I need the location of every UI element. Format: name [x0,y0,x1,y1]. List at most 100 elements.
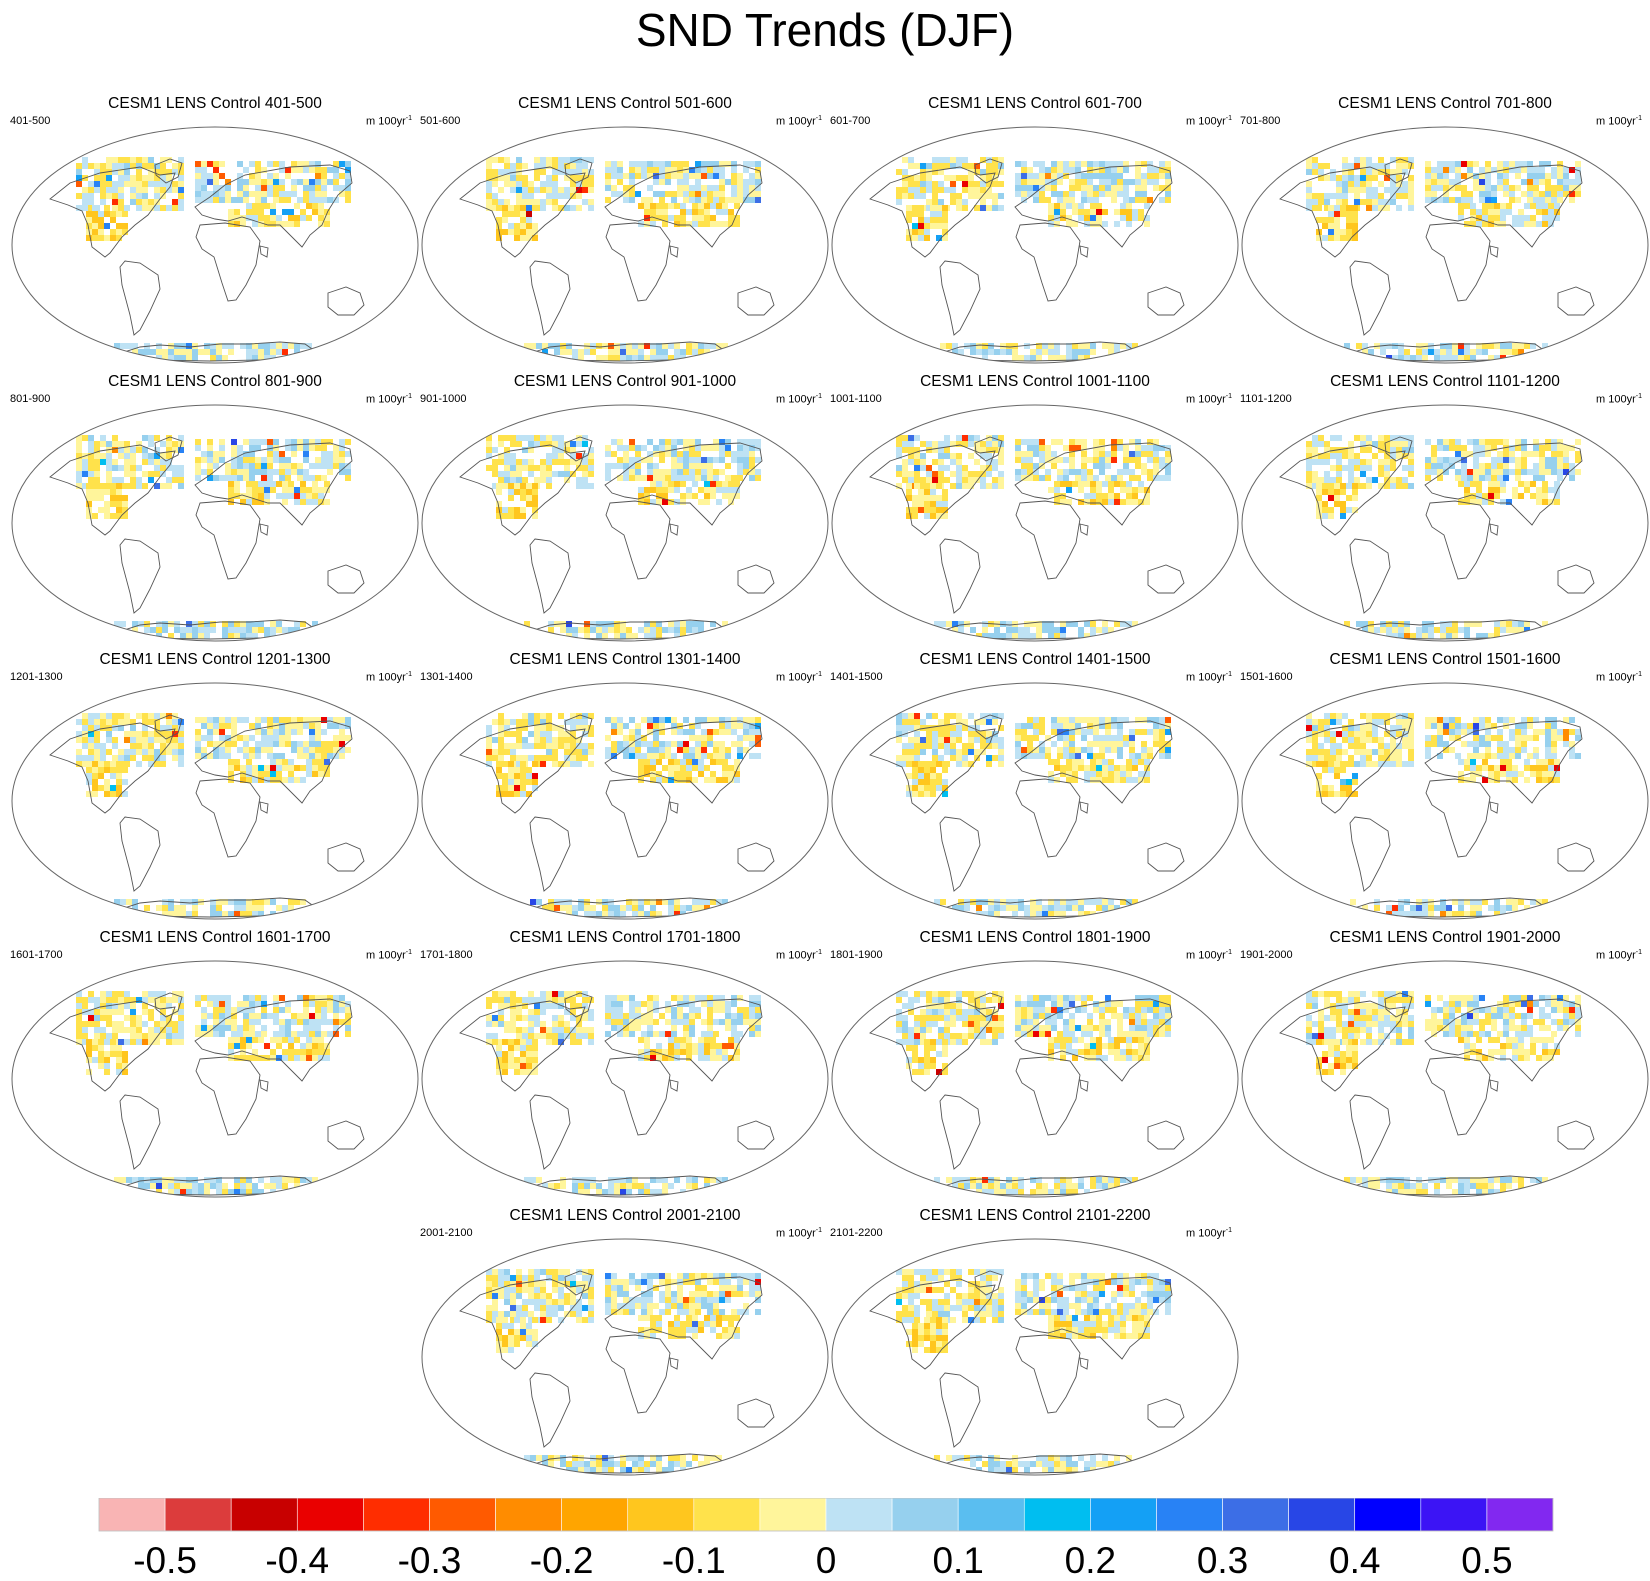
trend-cell [918,229,924,235]
trend-cell [1141,451,1147,457]
trend-cell [650,355,656,361]
trend-cell [88,743,94,749]
trend-cell [88,725,94,731]
trend-cell [605,173,611,179]
trend-cell [1390,157,1396,163]
trend-cell [617,445,623,451]
trend-cell [659,753,665,759]
trend-cell [695,747,701,753]
trend-cell [1366,181,1372,187]
trend-cell [231,735,237,741]
trend-cell [213,741,219,747]
trend-cell [1081,457,1087,463]
trend-cell [737,191,743,197]
trend-cell [1120,209,1126,215]
trend-cell [178,755,184,761]
trend-cell [749,723,755,729]
trend-cell [1348,719,1354,725]
trend-cell [1473,173,1479,179]
trend-cell [1348,725,1354,731]
trend-cell [1340,785,1346,791]
trend-cell [1378,441,1384,447]
trend-cell [246,627,252,633]
trend-cell [1132,765,1138,771]
trend-cell [1491,735,1497,741]
trend-cell [918,495,924,501]
trend-cell [552,175,558,181]
trend-cell [258,209,264,215]
trend-cell [252,343,258,349]
trend-cell [1015,469,1021,475]
trend-cell [552,169,558,175]
trend-cell [225,735,231,741]
trend-cell [1408,187,1414,193]
trend-cell [1408,713,1414,719]
trend-cell [1443,463,1449,469]
trend-cell [719,717,725,723]
trend-cell [680,765,686,771]
trend-cell [743,451,749,457]
trend-cell [1346,495,1352,501]
trend-cell [906,217,912,223]
trend-cell [1545,729,1551,735]
trend-cell [926,441,932,447]
trend-cell [534,743,540,749]
trend-cell [1057,173,1063,179]
trend-cell [918,235,924,241]
trend-cell [1515,439,1521,445]
trend-cell [1536,493,1542,499]
trend-cell [1147,167,1153,173]
trend-cell [1328,223,1334,229]
trend-cell [1093,451,1099,457]
trend-cell [918,785,924,791]
trend-cell [1506,499,1512,505]
trend-cell [1316,235,1322,241]
trend-cell [578,355,584,361]
trend-cell [219,191,225,197]
trend-cell [178,725,184,731]
trend-cell [306,759,312,765]
trend-cell [1066,759,1072,765]
trend-cell [558,163,564,169]
trend-cell [1425,191,1431,197]
trend-cell [1111,741,1117,747]
trend-cell [1057,729,1063,735]
trend-cell [270,221,276,227]
trend-cell [1425,457,1431,463]
snow-trend-heatmap [896,435,1171,639]
trend-cell [195,741,201,747]
trend-cell [942,223,948,229]
trend-cell [237,161,243,167]
trend-cell [1075,445,1081,451]
trend-cell [588,187,594,193]
trend-cell [912,501,918,507]
trend-cell [719,179,725,185]
trend-cell [1108,899,1114,905]
trend-cell [1360,737,1366,743]
trend-cell [743,161,749,167]
snow-trend-heatmap [486,435,761,639]
trend-cell [1117,469,1123,475]
trend-cell [1033,729,1039,735]
trend-cell [641,197,647,203]
trend-cell [279,729,285,735]
trend-cell [1446,355,1452,361]
trend-cell [261,741,267,747]
trend-cell [1518,209,1524,215]
trend-cell [1063,161,1069,167]
trend-cell [1390,713,1396,719]
trend-cell [1348,175,1354,181]
trend-cell [1515,463,1521,469]
trend-cell [1386,343,1392,349]
trend-cell [1060,203,1066,209]
trend-cell [186,343,192,349]
trend-cell [1306,755,1312,761]
trend-cell [492,169,498,175]
trend-cell [1060,355,1066,361]
trend-cell [1057,717,1063,723]
trend-cell [1479,185,1485,191]
trend-cell [1087,717,1093,723]
trend-cell [116,223,122,229]
trend-cell [623,191,629,197]
trend-cell [1384,441,1390,447]
